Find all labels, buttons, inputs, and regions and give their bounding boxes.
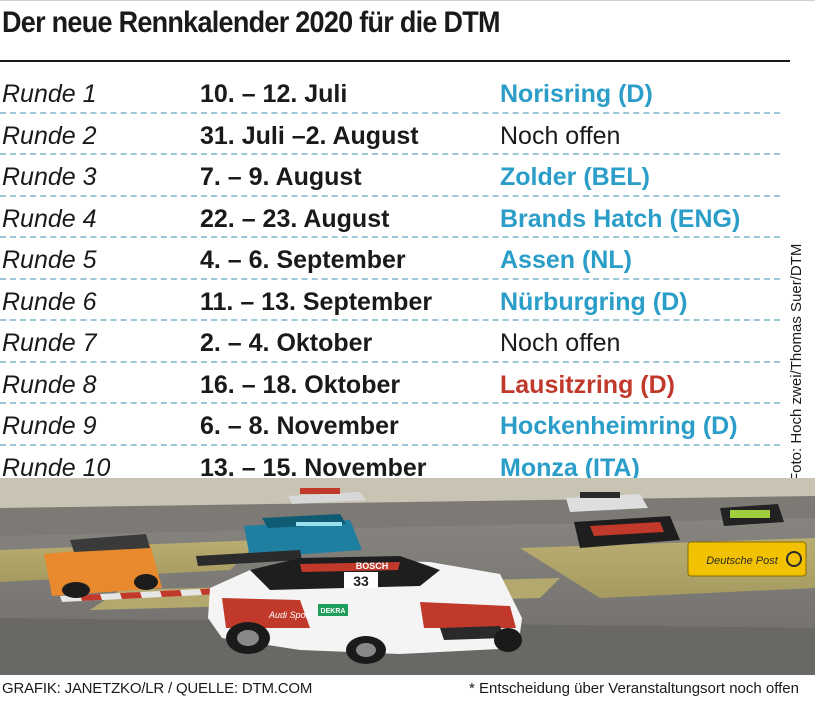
race-dates: 22. – 23. August xyxy=(200,204,390,233)
race-venue: Norisring (D) xyxy=(500,80,653,108)
calendar-row: Runde 10 13. – 15. November Monza (ITA) xyxy=(0,450,780,492)
race-venue: Lausitzring (D) xyxy=(500,370,675,399)
race-venue: Hockenheimring (D) xyxy=(500,412,738,440)
round-label: Runde 10 xyxy=(2,453,111,482)
rear-wing xyxy=(196,550,302,566)
distant-car-3 xyxy=(574,516,680,548)
round-label: Runde 9 xyxy=(2,412,97,440)
race-dates: 10. – 12. Juli xyxy=(200,80,348,108)
race-dates: 13. – 15. November xyxy=(200,453,427,482)
deutsche-post-billboard: Deutsche Post xyxy=(687,541,807,577)
calendar-row: Runde 2 31. Juli –2. August Noch offen xyxy=(0,118,780,160)
top-border xyxy=(0,0,815,1)
car-sponsor: BOSCH xyxy=(356,561,389,571)
round-label: Runde 6 xyxy=(2,287,97,316)
car-brand: Audi Sport xyxy=(268,610,312,620)
race-venue: Noch offen xyxy=(500,121,621,150)
billboard-text: Deutsche Post xyxy=(706,555,778,567)
round-label: Runde 4 xyxy=(2,204,97,233)
race-calendar-table: Runde 1 10. – 12. Juli Norisring (D) Run… xyxy=(0,76,780,491)
race-venue: Assen (NL) xyxy=(500,246,632,274)
race-venue: Monza (ITA) xyxy=(500,453,640,482)
distant-car-1 xyxy=(288,488,366,504)
round-label: Runde 1 xyxy=(2,80,97,108)
calendar-row: Runde 9 6. – 8. November Hockenheimring … xyxy=(0,408,780,450)
distant-car-2 xyxy=(566,492,648,512)
race-dates: 2. – 4. Oktober xyxy=(200,329,373,357)
calendar-row: Runde 5 4. – 6. September Assen (NL) xyxy=(0,242,780,284)
race-dates: 16. – 18. Oktober xyxy=(200,370,401,399)
footnote: * Entscheidung über Veranstaltungsort no… xyxy=(469,680,799,697)
race-dates: 11. – 13. September xyxy=(200,287,433,316)
race-dates: 31. Juli –2. August xyxy=(200,121,419,150)
race-venue: Noch offen xyxy=(500,329,621,357)
calendar-row: Runde 3 7. – 9. August Zolder (BEL) xyxy=(0,159,780,201)
page-title: Der neue Rennkalender 2020 für die DTM xyxy=(2,6,501,39)
race-venue: Zolder (BEL) xyxy=(500,163,650,191)
race-photo: Deutsche Post xyxy=(0,478,815,675)
round-label: Runde 5 xyxy=(2,246,97,274)
car-small-logo: DEKRA xyxy=(321,608,346,615)
round-label: Runde 8 xyxy=(2,370,97,399)
race-photo-illustration: Deutsche Post xyxy=(0,478,815,675)
race-dates: 6. – 8. November xyxy=(200,412,399,440)
race-venue: Nürburgring (D) xyxy=(500,287,688,316)
calendar-row: Runde 4 22. – 23. August Brands Hatch (E… xyxy=(0,201,780,243)
hero-audi-car: BOSCH 33 Audi Sport DEKRA xyxy=(196,550,522,664)
race-dates: 7. – 9. August xyxy=(200,163,362,191)
distant-car-4 xyxy=(720,504,784,526)
race-venue: Brands Hatch (ENG) xyxy=(500,204,741,233)
calendar-row: Runde 8 16. – 18. Oktober Lausitzring (D… xyxy=(0,367,780,409)
round-label: Runde 2 xyxy=(2,121,97,150)
calendar-row: Runde 7 2. – 4. Oktober Noch offen xyxy=(0,325,780,367)
teal-car xyxy=(244,514,362,558)
source-credit: GRAFIK: JANETZKO/LR / QUELLE: DTM.COM xyxy=(2,680,313,697)
photo-credit: Foto: Hoch zwei/Thomas Suer/DTM xyxy=(788,243,805,482)
calendar-row: Runde 1 10. – 12. Juli Norisring (D) xyxy=(0,76,780,118)
car-number: 33 xyxy=(353,573,369,589)
orange-car xyxy=(44,534,162,598)
front-grille xyxy=(440,626,504,640)
round-label: Runde 3 xyxy=(2,163,97,191)
round-label: Runde 7 xyxy=(2,329,97,357)
race-dates: 4. – 6. September xyxy=(200,246,406,274)
title-underline xyxy=(0,60,790,62)
calendar-row: Runde 6 11. – 13. September Nürburgring … xyxy=(0,284,780,326)
